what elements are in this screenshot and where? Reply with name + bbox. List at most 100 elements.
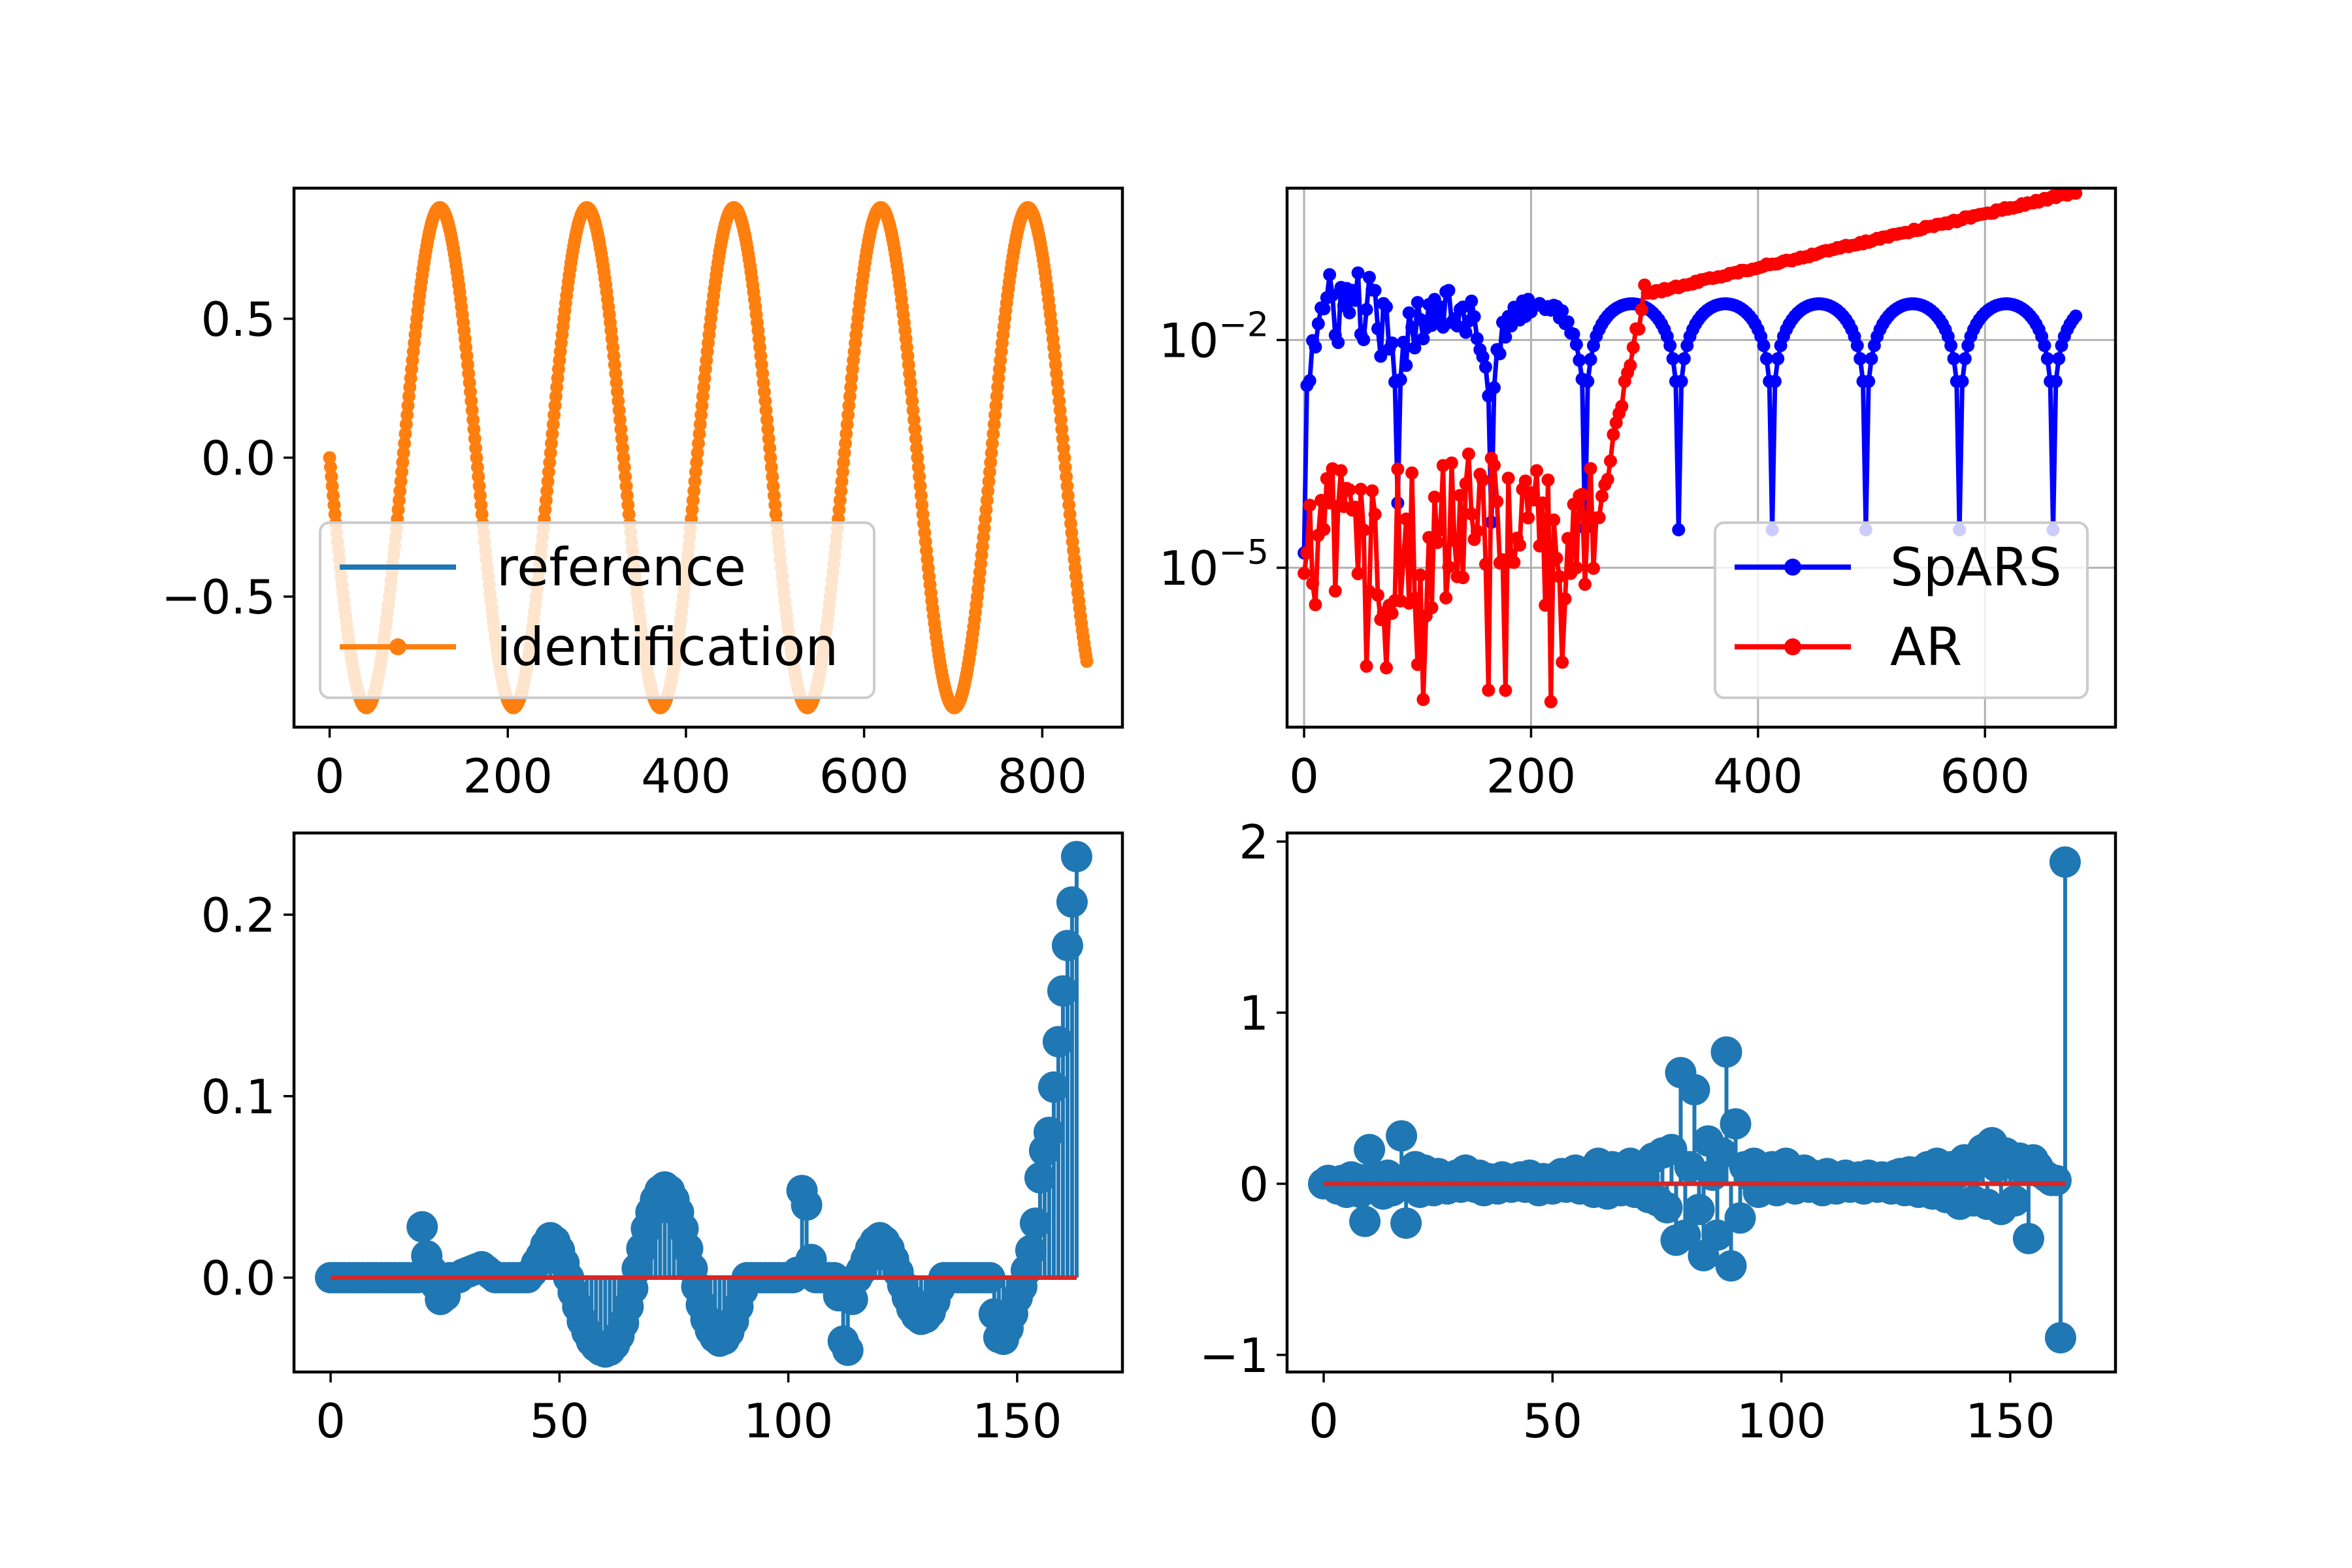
series-point-identification [466, 413, 480, 427]
stem-marker [2012, 1222, 2044, 1254]
series-point-identification [693, 427, 706, 441]
series-point-identification [908, 422, 922, 436]
series-point-ar [1604, 454, 1617, 468]
series-point-ar [1360, 659, 1373, 673]
series-point-spars [1331, 336, 1345, 350]
series-point-spars [1865, 352, 1878, 365]
series-point-identification [839, 436, 852, 450]
error-ytick-label: 10−2 [1159, 305, 1269, 368]
series-point-ar [1368, 508, 1382, 521]
series-point-identification [539, 493, 553, 507]
stem-marker [1037, 1071, 1070, 1103]
series-point-spars [1771, 352, 1785, 365]
series-point-identification [468, 432, 482, 446]
series-point-identification [913, 480, 927, 493]
series-point-identification [543, 455, 557, 469]
series-point-spars [1433, 300, 1447, 314]
series-point-ar [1578, 578, 1592, 591]
series-point-spars [1317, 302, 1331, 316]
stem-marker [1999, 1185, 2031, 1217]
signal-xtick-label: 200 [463, 749, 553, 804]
series-point-ar [1459, 477, 1473, 491]
series-point-identification [841, 408, 855, 422]
signal-legend-box [319, 521, 875, 699]
stem_a-ytick-label: 0.1 [201, 1070, 276, 1124]
series-point-ar [1533, 539, 1546, 553]
series-point-spars [1416, 332, 1430, 346]
series-point-identification [540, 484, 554, 498]
series-point-ar [1476, 473, 1490, 487]
series-point-spars [1759, 352, 1773, 365]
stem-a-panel: 0 50 100 150 0.0 0.1 0.2 [201, 831, 1124, 1448]
signal-panel: 0 200 400 600 800 −0.5 0.0 0.5 reference identi… [161, 186, 1124, 804]
stem_a-stems [315, 841, 1092, 1368]
series-point-identification [913, 470, 926, 483]
stem-marker [1051, 930, 1083, 962]
series-point-identification [619, 470, 632, 483]
series-point-identification [691, 446, 704, 460]
stem-marker [1019, 1207, 1051, 1239]
series-point-spars [1958, 352, 1972, 365]
series-point-spars [1666, 352, 1680, 365]
stem-marker [406, 1211, 438, 1243]
series-point-spars [1862, 374, 1876, 388]
legend-identification-label: identification [497, 617, 838, 678]
series-point-spars [1385, 336, 1399, 350]
stem_b-xtick-label: 150 [1965, 1394, 2055, 1448]
stem-marker [1683, 1194, 1715, 1226]
stem-marker [2044, 1322, 2076, 1354]
error-xtick-label: 200 [1486, 749, 1576, 804]
error-xtick-label: 400 [1713, 749, 1803, 804]
signal-xtick-label: 400 [641, 749, 730, 804]
series-point-identification [400, 408, 414, 422]
series-point-spars [2052, 352, 2066, 365]
series-point-ar [1584, 462, 1597, 476]
series-point-identification [833, 493, 847, 507]
series-point-identification [689, 465, 702, 479]
series-point-identification [911, 461, 925, 474]
stem-marker [2040, 1164, 2072, 1196]
stem-marker [1710, 1036, 1742, 1068]
series-point-identification [327, 498, 341, 512]
series-point-spars [1303, 374, 1316, 387]
legend-identification-marker [389, 638, 406, 655]
series-point-identification [1053, 404, 1067, 417]
series-point-identification [545, 436, 558, 450]
series-point-ar [1592, 511, 1606, 525]
series-point-identification [544, 446, 557, 460]
series-point-identification [766, 470, 779, 483]
series-point-identification [692, 436, 705, 450]
series-point-identification [914, 489, 928, 502]
series-point-ar [1541, 473, 1555, 487]
series-point-ar [1490, 495, 1504, 508]
series-point-identification [612, 404, 626, 417]
series-ar [1298, 188, 2083, 709]
series-point-spars [2038, 338, 2051, 352]
series-point-ar [1587, 561, 1600, 575]
stem_a-xtick-label: 50 [530, 1394, 590, 1448]
series-identification [323, 201, 1094, 715]
series-point-identification [469, 441, 483, 455]
error-ytick-label: 10−5 [1159, 533, 1269, 596]
series-point-spars [1309, 340, 1322, 354]
series-point-spars [1476, 350, 1490, 364]
stem_a-ytick-label: 0.2 [201, 888, 276, 943]
series-point-identification [688, 474, 702, 488]
series-point-identification [1058, 451, 1071, 465]
series-point-spars [1467, 310, 1481, 323]
signal-xtick-label: 600 [819, 749, 909, 804]
stem-marker [1349, 1205, 1381, 1237]
stem-marker [1651, 1192, 1683, 1224]
series-point-spars [1944, 338, 1958, 352]
series-point-ar [2069, 188, 2083, 200]
series-point-ar [1351, 567, 1365, 581]
series-point-ar [1632, 322, 1646, 336]
series-point-identification [470, 461, 484, 474]
series-point-ar [1357, 523, 1371, 537]
series-point-spars [1581, 374, 1595, 388]
series-point-identification [838, 446, 851, 460]
series-point-identification [617, 451, 630, 465]
series-point-ar [1535, 496, 1549, 510]
series-point-identification [393, 484, 407, 498]
